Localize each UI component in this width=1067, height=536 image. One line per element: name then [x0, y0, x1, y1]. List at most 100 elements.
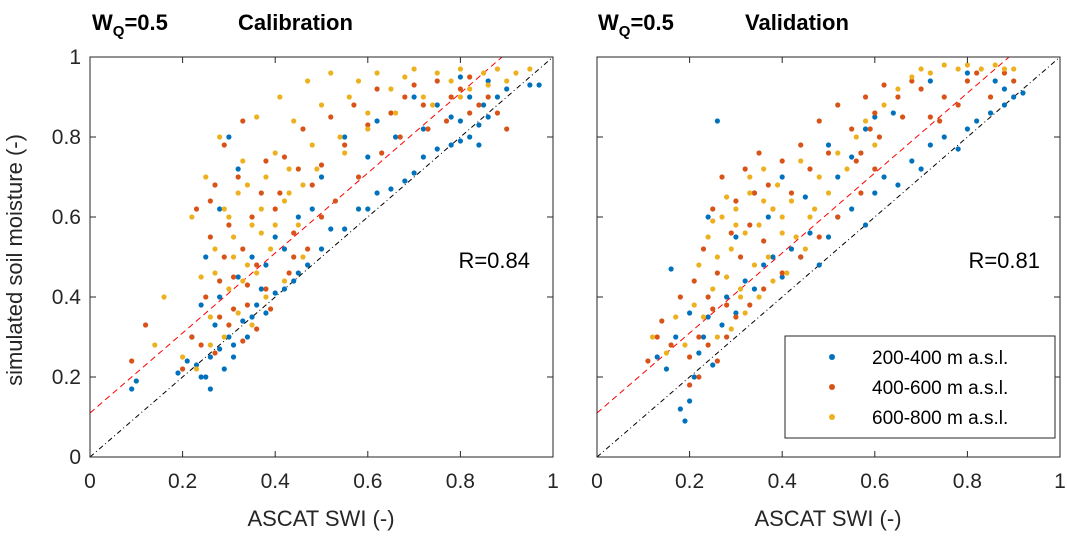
data-point	[733, 198, 739, 204]
data-point	[480, 102, 487, 108]
data-point	[710, 206, 716, 212]
data-point	[235, 274, 241, 280]
data-point	[295, 270, 301, 276]
data-point	[835, 174, 841, 180]
data-point	[309, 142, 315, 148]
data-point	[476, 122, 482, 128]
data-point	[504, 126, 510, 132]
data-point	[770, 254, 776, 260]
data-point	[235, 310, 241, 316]
data-point	[203, 174, 209, 180]
data-point	[467, 134, 473, 140]
data-point	[987, 94, 994, 100]
data-point	[221, 366, 227, 372]
data-point	[737, 294, 744, 300]
data-point	[872, 114, 878, 120]
data-point	[207, 198, 213, 204]
data-point	[305, 246, 311, 252]
data-point	[807, 166, 813, 172]
data-point	[825, 142, 832, 148]
x-tick-label: 0.4	[768, 470, 798, 493]
data-point	[788, 198, 795, 204]
data-point	[332, 198, 338, 204]
data-point	[300, 254, 306, 260]
data-point	[480, 70, 487, 76]
data-point	[230, 306, 237, 312]
data-point	[881, 102, 887, 108]
data-point	[230, 342, 237, 348]
data-point	[807, 214, 813, 220]
data-point	[756, 222, 762, 228]
data-point	[129, 386, 135, 392]
data-point	[448, 142, 454, 148]
data-point	[714, 358, 720, 364]
data-point	[267, 306, 274, 312]
data-point	[365, 122, 371, 128]
data-point	[872, 110, 878, 116]
data-point	[779, 270, 785, 276]
data-point	[779, 274, 785, 280]
data-point	[467, 86, 473, 92]
data-point	[761, 238, 767, 244]
data-point	[890, 110, 896, 116]
data-point	[217, 346, 223, 352]
data-point	[835, 214, 841, 220]
data-point	[788, 246, 795, 252]
data-point	[955, 102, 961, 108]
data-point	[1020, 90, 1026, 96]
data-point	[342, 134, 348, 140]
data-point	[955, 146, 961, 152]
data-point	[812, 206, 818, 212]
data-point	[663, 366, 670, 372]
data-point	[802, 194, 808, 200]
data-point	[263, 286, 269, 292]
panel-calibration-weight-title: WQ=0.5	[92, 10, 168, 40]
data-point	[742, 166, 748, 172]
data-point	[189, 334, 195, 340]
data-point	[494, 110, 501, 116]
data-point	[328, 70, 334, 76]
panel-calibration: WQ=0.5 Calibration 0 0.2 0.4 0.6 0.8 1 0 0.2 0.4…	[52, 10, 559, 531]
data-point	[747, 222, 753, 228]
data-point	[899, 114, 906, 120]
data-point	[987, 110, 994, 116]
data-point	[927, 114, 933, 120]
data-point	[254, 114, 260, 120]
data-point	[411, 66, 417, 72]
data-point	[687, 382, 693, 388]
data-point	[212, 350, 218, 356]
data-point	[765, 182, 771, 188]
data-point	[941, 62, 947, 68]
data-point	[765, 254, 771, 260]
data-point	[849, 126, 855, 132]
data-point	[705, 342, 711, 348]
data-point	[691, 278, 697, 284]
data-point	[687, 354, 693, 360]
data-point	[733, 310, 739, 316]
data-point	[240, 278, 246, 284]
data-point	[784, 270, 790, 276]
data-point	[221, 206, 227, 212]
data-point	[142, 322, 149, 328]
data-point	[318, 246, 325, 252]
data-point	[941, 94, 947, 100]
data-point	[342, 142, 348, 148]
data-point	[448, 78, 454, 84]
data-point	[895, 86, 901, 92]
data-point	[696, 262, 702, 268]
data-point	[992, 78, 998, 84]
data-point	[392, 134, 399, 140]
data-point	[816, 118, 822, 124]
x-tick-label: 1	[547, 470, 559, 493]
data-point	[434, 78, 440, 84]
data-point	[728, 246, 734, 252]
data-point	[467, 110, 473, 116]
panel-validation-annotation: R=0.81	[968, 248, 1040, 273]
data-point	[1001, 70, 1008, 76]
data-point	[263, 294, 269, 300]
data-point	[853, 134, 859, 140]
data-point	[974, 70, 980, 76]
data-point	[825, 190, 832, 196]
data-point	[691, 302, 697, 308]
data-point	[774, 182, 781, 188]
